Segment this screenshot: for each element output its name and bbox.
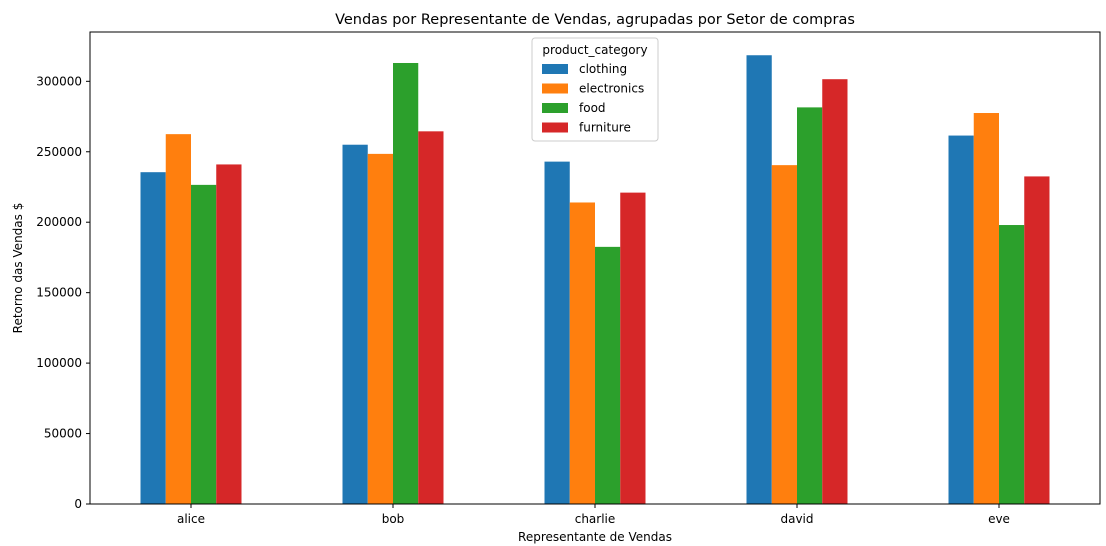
legend-label-electronics: electronics xyxy=(579,82,644,96)
y-tick-label: 250000 xyxy=(36,145,82,159)
legend-title: product_category xyxy=(542,43,647,57)
bar-eve-electronics xyxy=(973,113,999,504)
y-tick-label: 100000 xyxy=(36,356,82,370)
legend-swatch-food xyxy=(542,103,568,113)
y-tick-label: 150000 xyxy=(36,286,82,300)
legend: product_category clothing electronics food… xyxy=(531,37,659,142)
legend-label-furniture: furniture xyxy=(579,121,631,135)
legend-swatch-clothing xyxy=(542,64,568,74)
y-tick-label: 200000 xyxy=(36,215,82,229)
plot-frame xyxy=(89,31,1101,505)
x-tick-label-bob: bob xyxy=(382,512,405,526)
bar-david-food xyxy=(797,107,823,505)
bar-bob-furniture xyxy=(418,131,444,504)
bar-charlie-electronics xyxy=(569,202,595,504)
y-axis: 0 50000 100000 150000 200000 250000 300000 xyxy=(36,74,90,511)
bar-charlie-clothing xyxy=(544,161,570,504)
x-tick-label-alice: alice xyxy=(177,512,205,526)
legend-label-food: food xyxy=(579,101,606,115)
bar-bob-electronics xyxy=(367,153,393,504)
bar-alice-furniture xyxy=(216,164,242,505)
bar-david-clothing xyxy=(746,55,772,504)
bar-alice-clothing xyxy=(140,172,166,504)
chart-title: Vendas por Representante de Vendas, agru… xyxy=(335,12,855,28)
bar-bob-clothing xyxy=(342,144,368,504)
x-tick-label-charlie: charlie xyxy=(575,512,616,526)
y-tick-label: 0 xyxy=(74,497,82,511)
bar-eve-furniture xyxy=(1024,176,1050,504)
bar-david-furniture xyxy=(822,79,848,504)
x-axis-title: Representante de Vendas xyxy=(518,530,672,544)
bar-david-electronics xyxy=(771,165,797,504)
y-axis-title: Retorno das Vendas $ xyxy=(11,203,25,334)
y-tick-label: 300000 xyxy=(36,74,82,88)
y-tick-label: 50000 xyxy=(44,427,82,441)
bar-eve-clothing xyxy=(948,135,974,504)
bar-charlie-food xyxy=(595,246,621,505)
bar-bob-food xyxy=(393,62,419,505)
x-axis: alice bob charlie david eve xyxy=(177,504,1010,526)
bar-alice-electronics xyxy=(165,134,191,505)
bar-eve-food xyxy=(999,225,1025,505)
bar-alice-food xyxy=(191,184,217,504)
legend-label-clothing: clothing xyxy=(579,62,627,76)
bars-group xyxy=(140,55,1050,505)
bar-charlie-furniture xyxy=(620,192,646,504)
legend-swatch-electronics xyxy=(542,83,568,94)
x-tick-label-eve: eve xyxy=(988,512,1010,526)
legend-swatch-furniture xyxy=(542,122,568,133)
x-tick-label-david: david xyxy=(780,512,813,526)
legend-frame xyxy=(531,37,659,142)
